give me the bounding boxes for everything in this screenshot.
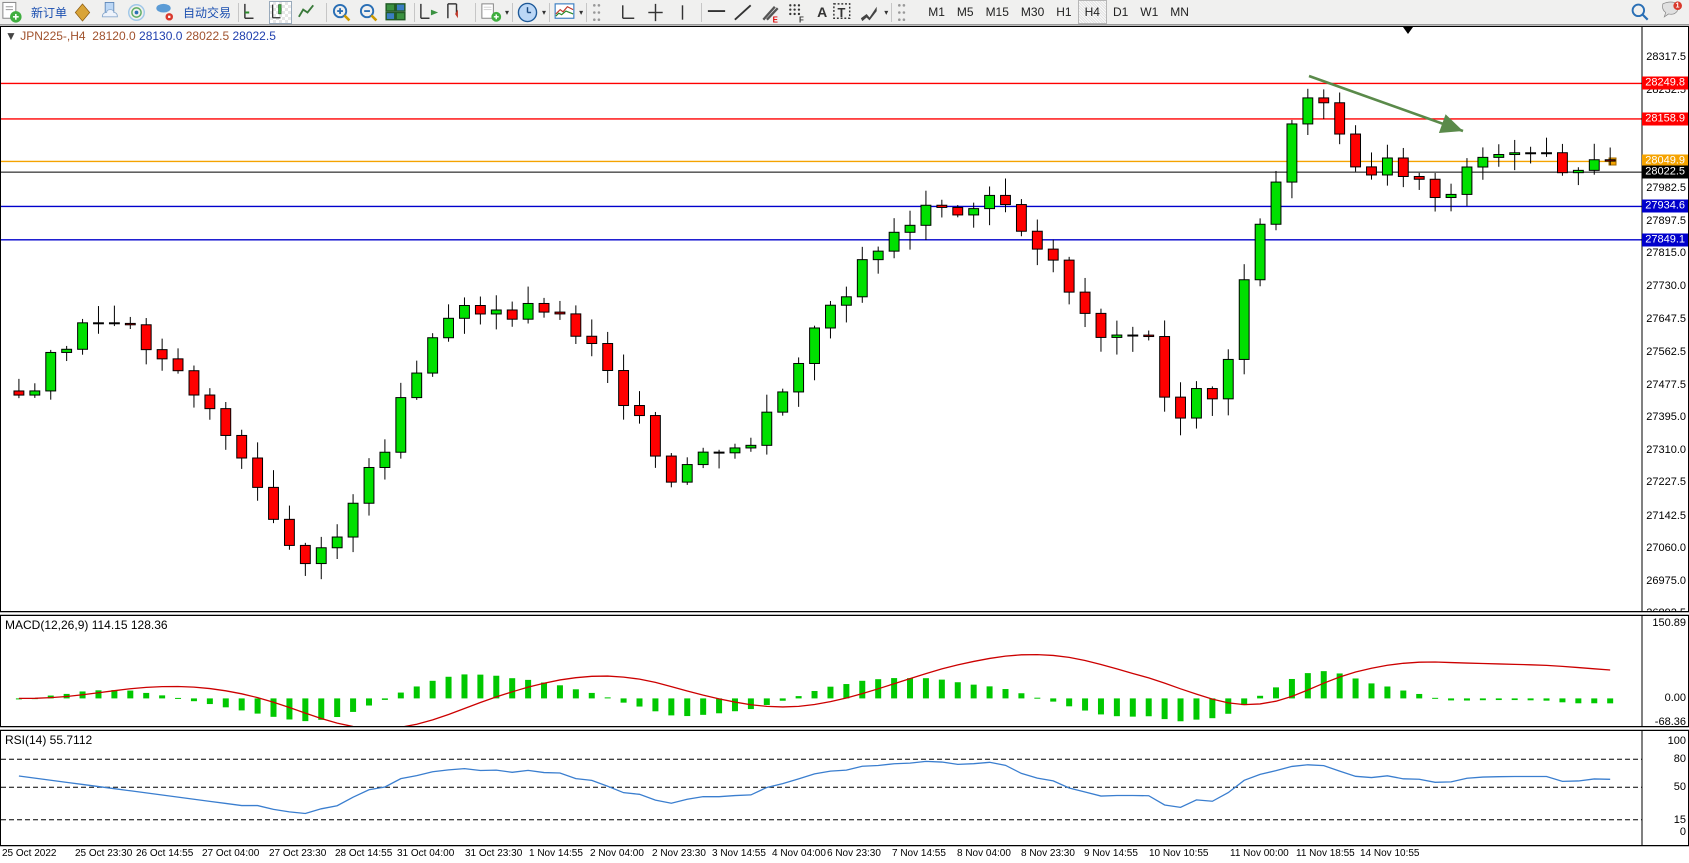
- svg-text:T: T: [838, 4, 846, 19]
- svg-text:F: F: [799, 15, 804, 23]
- svg-text:E: E: [773, 15, 778, 23]
- svg-text:1: 1: [1676, 1, 1680, 9]
